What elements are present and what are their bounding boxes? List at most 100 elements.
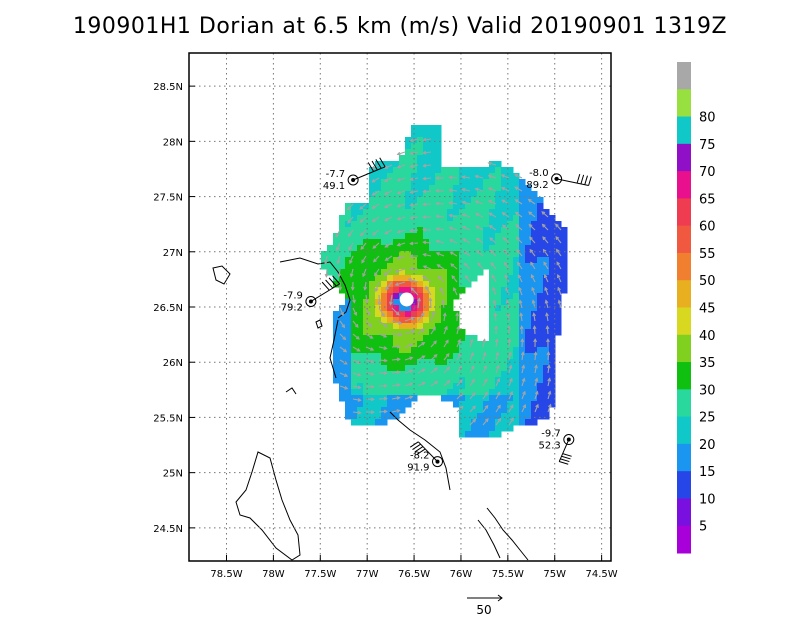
colorbar-swatch [677, 62, 691, 90]
coastline [329, 319, 339, 379]
barb-flag [562, 453, 572, 457]
x-tick-label: 75.5W [492, 569, 524, 580]
colorbar-swatch [677, 280, 691, 308]
colorbar-swatch [677, 525, 691, 554]
barb-flag [561, 455, 571, 460]
axes: 78.5W 78W 77.5W 77W 76.5W 76W 75.5W 75W 74.5W 24.… [153, 82, 618, 580]
station-temp: -8.2 [410, 451, 430, 462]
barb-flag [584, 175, 588, 185]
station-value: 91.9 [407, 463, 429, 474]
barb-flag [367, 162, 375, 172]
barb-flag [409, 441, 419, 448]
wind-barb [558, 439, 570, 462]
coastline [235, 451, 301, 561]
station-circle [347, 174, 359, 186]
colorbar-label: 20 [699, 438, 716, 453]
station-marker: -8.291.9 [407, 441, 444, 474]
colorbar-swatch [677, 334, 691, 363]
station-temp: -7.9 [283, 290, 303, 301]
station-circle [551, 173, 563, 185]
barb-flag [576, 173, 581, 184]
colorbar-swatch [677, 198, 691, 227]
x-tick-label: 77W [356, 569, 379, 580]
barb-flag [328, 277, 337, 287]
colorbar-label: 50 [699, 274, 716, 289]
station-circle [563, 434, 575, 446]
barb-flag [371, 160, 378, 171]
barb-flag [375, 159, 382, 169]
y-tick-label: 26N [163, 358, 183, 369]
colorbar: 5 10 15 20 25 30 35 40 45 50 55 60 65 70 75 80 [677, 62, 716, 554]
wind-barb [556, 178, 589, 186]
colorbar-swatch [677, 443, 691, 472]
storm-eye [399, 292, 414, 307]
colorbar-swatch [677, 225, 691, 254]
wind-vectors [323, 137, 562, 426]
reference-vector-label: 50 [476, 603, 491, 617]
barb-flag [414, 446, 424, 453]
coastlines [212, 257, 529, 561]
barb-flag [580, 174, 585, 185]
coastline [285, 387, 297, 395]
station-value: 89.2 [526, 180, 548, 191]
station-marker: -8.089.2 [526, 168, 592, 191]
colorbar-label: 70 [699, 165, 716, 180]
x-tick-label: 77.5W [304, 569, 336, 580]
colorbar-label: 10 [699, 492, 716, 507]
coastline [212, 265, 231, 285]
chart-title: 190901H1 Dorian at 6.5 km (m/s) Valid 20… [72, 14, 728, 39]
station-marker: -9.752.3 [539, 429, 575, 465]
y-tick-label: 28N [163, 137, 183, 148]
barb-flag [332, 275, 341, 285]
x-tick-label: 74.5W [586, 569, 618, 580]
coastline [279, 257, 351, 319]
colorbar-label: 15 [699, 465, 716, 480]
x-tick-label: 75W [543, 569, 566, 580]
coastline [486, 507, 529, 561]
station-circle [305, 295, 317, 307]
reference-vector: 50 [467, 594, 503, 617]
y-tick-label: 24.5N [153, 524, 183, 535]
colorbar-swatch [677, 307, 691, 336]
wind-barb [352, 166, 386, 181]
station-circle [432, 456, 444, 468]
colorbar-label: 25 [699, 411, 716, 426]
colorbar-swatch [677, 89, 691, 118]
colorbar-swatch [677, 362, 691, 390]
barb-flag [416, 448, 426, 455]
colorbar-swatch [677, 416, 691, 445]
station-marker: -7.749.1 [323, 157, 386, 192]
y-tick-label: 28.5N [153, 82, 183, 93]
colorbar-label: 55 [699, 247, 716, 262]
colorbar-label: 65 [699, 192, 716, 207]
y-tick-label: 25N [163, 469, 183, 480]
y-tick-label: 25.5N [153, 413, 183, 424]
barb-flag [588, 176, 592, 186]
colorbar-swatch [677, 116, 691, 145]
colorbar-swatch [677, 143, 691, 172]
station-temp: -8.0 [529, 168, 549, 179]
x-tick-label: 76.5W [398, 569, 430, 580]
stations: -7.749.1 -8.089.2 -7.979.2 -8.291.9 -9.752.3 [281, 157, 592, 474]
wind-barb [417, 441, 438, 462]
barb-flag [325, 279, 334, 289]
station-temp: -9.7 [541, 429, 561, 440]
colorbar-swatch [677, 171, 691, 199]
colorbar-label: 75 [699, 138, 716, 153]
coastline [477, 519, 501, 559]
barb-flag [412, 443, 421, 451]
colorbar-label: 80 [699, 111, 716, 126]
colorbar-label: 40 [699, 329, 716, 344]
colorbar-label: 60 [699, 220, 716, 235]
colorbar-label: 45 [699, 302, 716, 317]
y-tick-label: 27N [163, 248, 183, 259]
wind-barb [310, 283, 340, 302]
colorbar-swatch [677, 471, 691, 499]
coastline [315, 319, 323, 329]
x-tick-label: 78.5W [210, 569, 242, 580]
station-value: 79.2 [281, 302, 303, 313]
station-value: 49.1 [323, 181, 345, 192]
grid-lines [189, 53, 611, 561]
colorbar-swatch [677, 389, 691, 418]
